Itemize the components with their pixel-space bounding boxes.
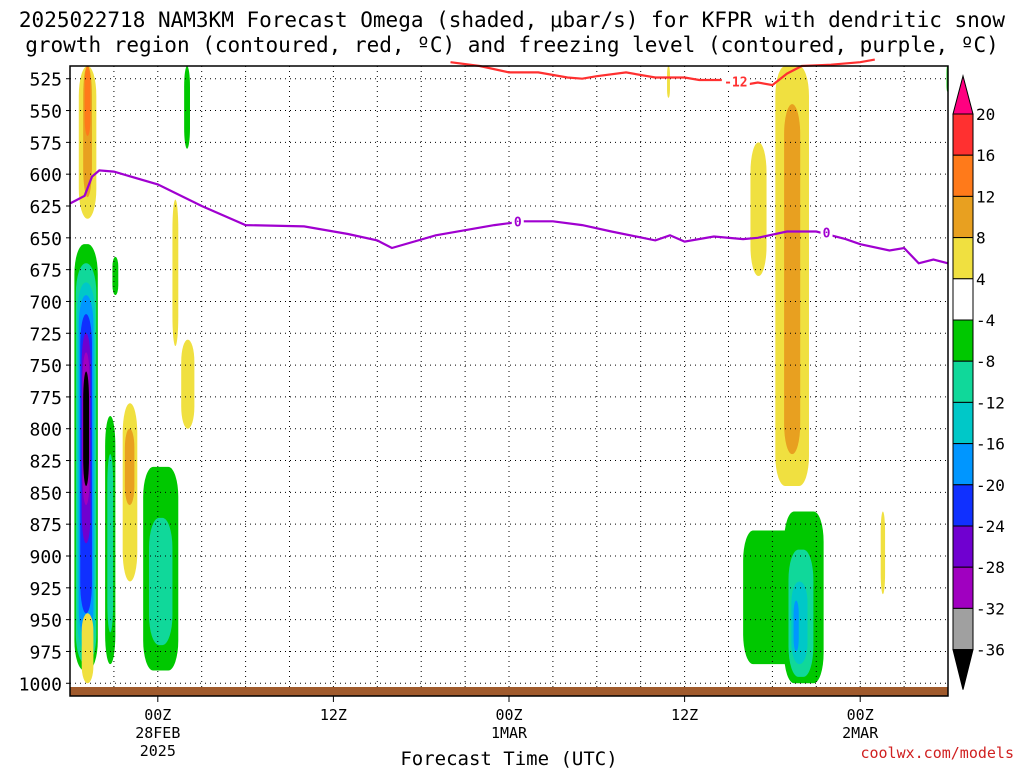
omega-shaded-region [112,256,119,296]
colorbar-label: 16 [976,146,995,165]
contour-label: 0 [823,227,831,242]
y-tick-label: 850 [29,483,62,504]
y-tick-label: 650 [29,229,62,250]
colorbar-band [952,484,974,527]
colorbar-band [952,195,974,239]
colorbar-label: 4 [976,270,986,289]
y-tick-label: 700 [29,292,62,313]
colorbar-label: -36 [976,641,1005,660]
credit-link[interactable]: coolwx.com/models [860,744,1014,762]
omega-shaded-region [880,511,886,595]
colorbar-label: 20 [976,105,995,124]
omega-shaded-region [184,66,190,149]
omega-shaded-region [81,613,94,684]
omega-shaded-region [784,104,801,455]
omega-shaded-region [149,517,173,646]
contour-label: 0 [514,215,522,230]
colorbar-band [952,525,974,568]
y-tick-label: 750 [29,356,62,377]
chart-title-line1: 2025022718 NAM3KM Forecast Omega (shaded… [18,8,1006,32]
colorbar-band [952,566,974,609]
y-tick-label: 625 [29,197,62,218]
x-tick-label: 12Z [320,706,347,724]
y-tick-label: 775 [29,388,62,409]
pressure-axis: 525 550 575 600 625 650 675 700 725 750 775 800 825 8… [19,70,70,695]
colorbar-band [952,113,974,156]
x-tick-label: 2MAR [842,724,879,742]
colorbar-top-arrow [952,74,974,115]
omega-colorbar: 20 16 12 8 4 -4 -8 -12 -16 -20 -24 -28 -32 -36 [952,74,1005,690]
contour-label: -12 [724,75,747,90]
y-tick-label: 825 [29,452,62,473]
contour-line [69,169,949,265]
y-tick-label: 525 [29,70,62,91]
colorbar-label: -4 [976,311,995,330]
terrain-surface [70,687,948,696]
contour-label-bg [721,74,750,89]
colorbar-band [952,607,974,651]
colorbar-band [952,401,974,445]
omega-shaded-region [83,371,90,486]
colorbar-band [952,237,974,280]
colorbar-band [952,319,974,362]
omega-shaded-region [667,66,670,98]
colorbar-band [952,278,974,321]
y-tick-label: 875 [29,515,62,536]
colorbar-label: 12 [976,187,995,206]
chart-title-line2: growth region (contoured, red, ºC) and f… [25,33,999,57]
y-tick-label: 550 [29,102,62,123]
x-tick-label: 1MAR [491,724,528,742]
colorbar-label: -16 [976,435,1005,454]
colorbar-label: -12 [976,393,1005,412]
omega-shading-layer [74,66,949,684]
x-tick-label: 12Z [671,706,698,724]
omega-shaded-region [124,428,135,506]
omega-shaded-region [172,199,179,346]
contour-layer: 0 0 -12 [69,58,949,265]
omega-shaded-region [84,66,91,136]
y-tick-label: 1000 [19,674,62,695]
colorbar-label: 8 [976,229,986,248]
y-tick-label: 925 [29,579,62,600]
colorbar-label: -28 [976,558,1005,577]
omega-shaded-region [793,600,799,652]
x-tick-label: 28FEB [135,724,180,742]
colorbar-band [952,443,974,486]
colorbar-label: -8 [976,352,995,371]
y-tick-label: 675 [29,261,62,282]
colorbar-bottom-arrow [952,649,974,690]
colorbar-label: -24 [976,517,1005,536]
x-tick-label: 2025 [140,742,176,760]
y-tick-label: 725 [29,324,62,345]
x-tick-label: 00Z [144,706,171,724]
x-tick-label: 00Z [495,706,522,724]
y-tick-label: 900 [29,547,62,568]
omega-shaded-region [750,142,767,276]
colorbar-label: -20 [976,476,1005,495]
contour-label-bg [820,225,833,240]
y-tick-label: 975 [29,642,62,663]
y-tick-label: 600 [29,165,62,186]
contour-line [450,58,875,87]
omega-shaded-region [181,339,195,429]
colorbar-label: -32 [976,599,1005,618]
y-tick-label: 575 [29,133,62,154]
dotted-grid [70,66,948,696]
colorbar-band [952,154,974,197]
x-tick-label: 00Z [847,706,874,724]
contour-label-bg [511,214,524,229]
x-axis-label: Forecast Time (UTC) [400,748,617,768]
y-tick-label: 950 [29,611,62,632]
y-tick-label: 800 [29,420,62,441]
colorbar-band [952,360,974,403]
omega-shaded-region [107,454,114,633]
